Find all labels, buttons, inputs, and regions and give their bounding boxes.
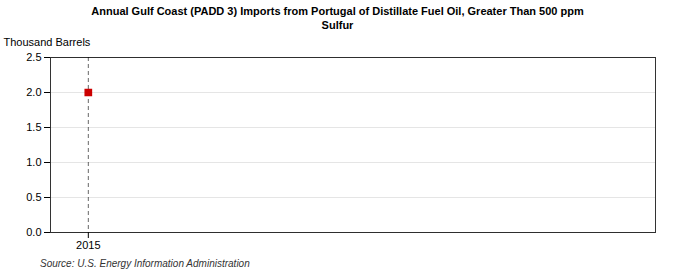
svg-text:0.0: 0.0 bbox=[26, 226, 41, 238]
svg-text:2.0: 2.0 bbox=[26, 86, 41, 98]
svg-text:0.5: 0.5 bbox=[26, 191, 41, 203]
svg-text:2015: 2015 bbox=[76, 239, 100, 251]
svg-text:1.5: 1.5 bbox=[26, 121, 41, 133]
svg-text:1.0: 1.0 bbox=[26, 156, 41, 168]
svg-text:Thousand Barrels: Thousand Barrels bbox=[4, 36, 91, 48]
html-text:Source: U.S. Energy Informatio: Source: U.S. Energy Information Administ… bbox=[40, 257, 250, 269]
html-text:Annual Gulf Coast (PADD 3) Imp: Annual Gulf Coast (PADD 3) Imports from … bbox=[91, 5, 584, 32]
svg-text:2.5: 2.5 bbox=[26, 51, 41, 63]
